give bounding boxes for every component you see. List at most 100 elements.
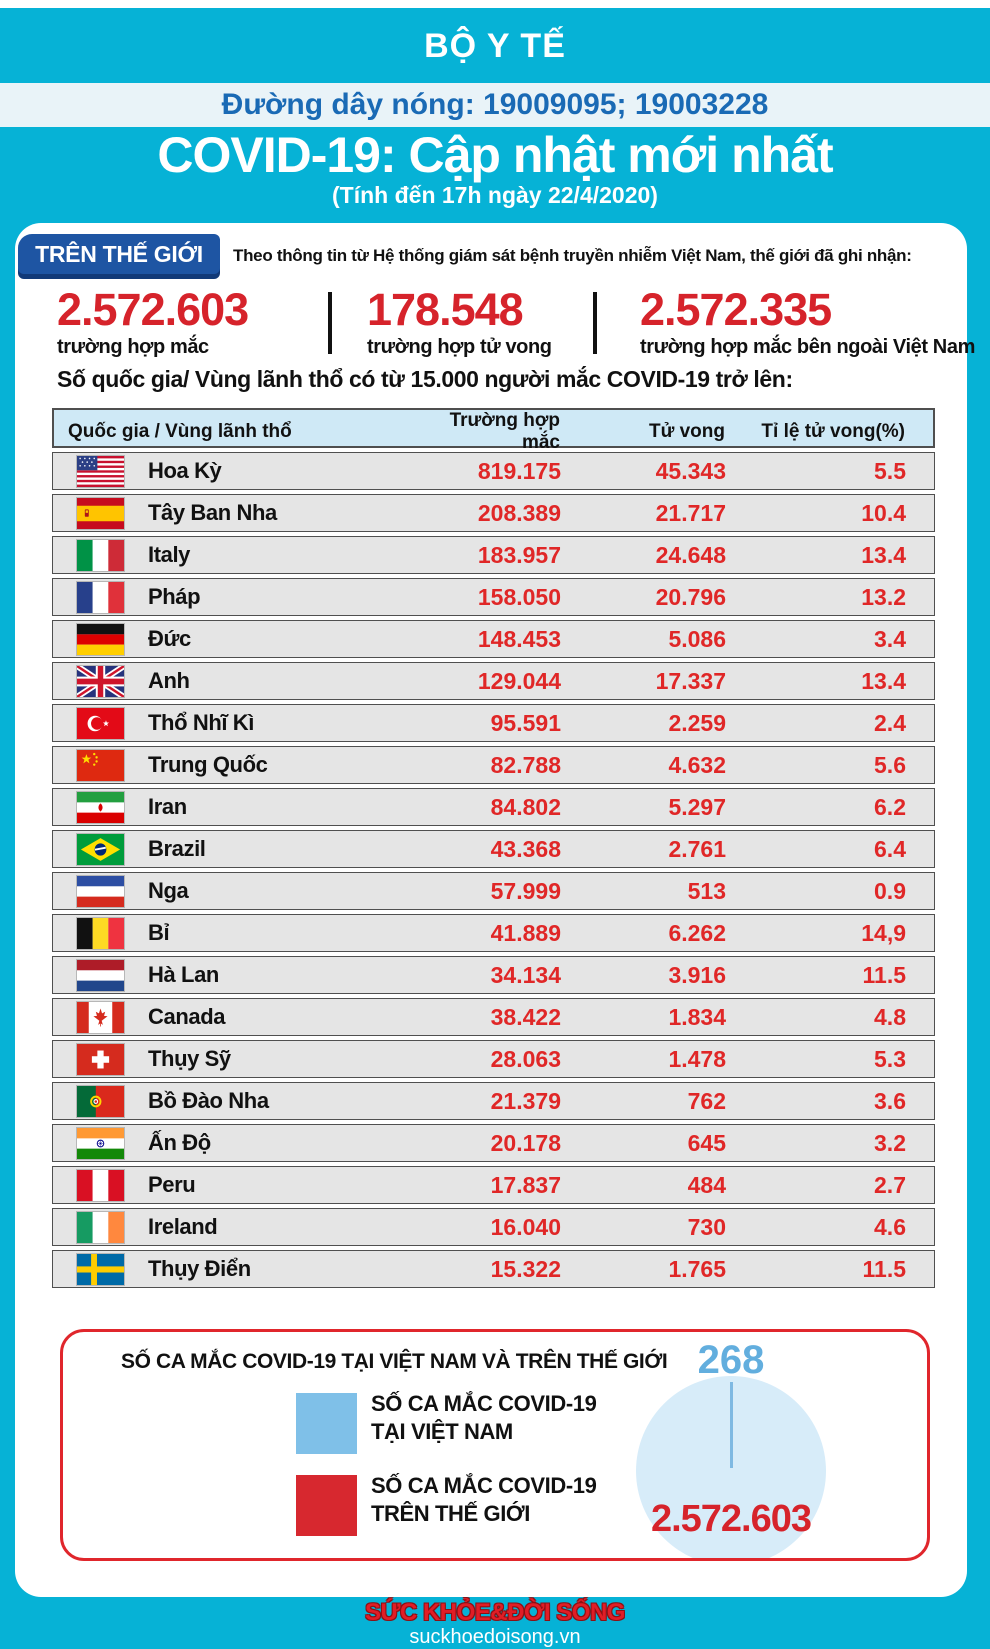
country-name: Thổ Nhĩ Kì: [148, 710, 254, 735]
world-value-label: 2.572.603: [650, 1498, 812, 1540]
deaths-value: 1.834: [668, 1003, 726, 1030]
column-header-rate: Tỉ lệ tử vong(%): [761, 421, 905, 442]
cases-value: 148.453: [477, 625, 561, 652]
cases-value: 95.591: [490, 709, 561, 736]
country-name: Trung Quốc: [148, 752, 268, 777]
hotline-text: Đường dây nóng: 19009095; 19003228: [221, 88, 769, 121]
flag-de-icon: [53, 623, 148, 655]
rate-value: 14,9: [861, 919, 906, 946]
rate-value: 11.5: [862, 1255, 907, 1282]
cases-value: 15.322: [490, 1255, 561, 1282]
table-caption: Số quốc gia/ Vùng lãnh thổ có từ 15.000 …: [57, 366, 793, 392]
deaths-value: 21.717: [655, 499, 726, 526]
hotline-bar: [0, 83, 990, 127]
table-row: Bồ Đào Nha 21.379 762 3.6: [52, 1082, 935, 1120]
rate-value: 13.4: [861, 667, 906, 694]
publisher-website: suckhoedoisong.vn: [409, 1626, 581, 1648]
stat-block: 2.572.603 trường hợp mắc: [57, 286, 249, 359]
table-row: Italy 183.957 24.648 13.4: [52, 536, 935, 574]
flag-pt-icon: [53, 1085, 148, 1117]
table-row: Iran 84.802 5.297 6.2: [52, 788, 935, 826]
cases-value: 20.178: [490, 1129, 561, 1156]
flag-se-icon: [53, 1253, 148, 1285]
cases-value: 208.389: [477, 499, 561, 526]
cases-value: 41.889: [490, 919, 561, 946]
flag-nl-icon: [53, 959, 148, 991]
flag-ca-icon: [53, 1001, 148, 1033]
flag-in-icon: [53, 1127, 148, 1159]
country-name: Thụy Điển: [148, 1256, 251, 1281]
top-white-strip: [0, 0, 990, 8]
column-header-cases: Trường hợp mắc: [449, 410, 560, 453]
deaths-value: 17.337: [655, 667, 726, 694]
table-row: Canada 38.422 1.834 4.8: [52, 998, 935, 1036]
table-row: Ấn Độ 20.178 645 3.2: [52, 1124, 935, 1162]
stat-value: 178.548: [367, 284, 524, 335]
table-row: Đức 148.453 5.086 3.4: [52, 620, 935, 658]
legend-label-line1: SỐ CA MẮC COVID-19: [371, 1391, 597, 1416]
legend-swatch: [296, 1475, 357, 1536]
rate-value: 5.3: [874, 1045, 906, 1072]
table-header-row: Quốc gia / Vùng lãnh thổ Trường hợp mắc Tử…: [52, 408, 935, 453]
legend-label-line1: SỐ CA MẮC COVID-19: [371, 1473, 597, 1498]
country-name: Hoa Kỳ: [148, 458, 222, 483]
rate-value: 4.6: [874, 1213, 906, 1240]
deaths-value: 762: [687, 1087, 726, 1114]
flag-es-icon: [53, 497, 148, 529]
country-name: Ireland: [148, 1214, 218, 1239]
chart-panel: SỐ CA MẮC COVID-19 TẠI VIỆT NAM VÀ TRÊN …: [60, 1329, 930, 1561]
deaths-value: 3.916: [668, 961, 726, 988]
rate-value: 10.4: [861, 499, 906, 526]
publisher-logo: SỨC KHỎE&ĐỜI SỐNG: [365, 1599, 625, 1626]
cases-value: 819.175: [477, 457, 561, 484]
chart-panel-inner: SỐ CA MẮC COVID-19 TẠI VIỆT NAM VÀ TRÊN …: [63, 1332, 927, 1558]
rate-value: 4.8: [874, 1003, 906, 1030]
deaths-value: 6.262: [668, 919, 726, 946]
cases-value: 84.802: [490, 793, 561, 820]
legend-label: SỐ CA MẮC COVID-19 TẠI VIỆT NAM: [371, 1390, 597, 1445]
country-name: Pháp: [148, 584, 201, 609]
rate-value: 0.9: [874, 877, 906, 904]
country-name: Canada: [148, 1004, 226, 1029]
legend-label-line2: TẠI VIỆT NAM: [371, 1418, 513, 1444]
flag-br-icon: [53, 833, 148, 865]
rate-value: 13.2: [861, 583, 906, 610]
country-name: Anh: [148, 668, 190, 693]
cases-value: 17.837: [490, 1171, 561, 1198]
table-row: Tây Ban Nha 208.389 21.717 10.4: [52, 494, 935, 532]
rate-value: 3.2: [874, 1129, 906, 1156]
table-row: Peru 17.837 484 2.7: [52, 1166, 935, 1204]
stat-value: 2.572.335: [640, 284, 832, 335]
country-name: Bồ Đào Nha: [148, 1088, 269, 1113]
country-name: Thụy Sỹ: [148, 1046, 231, 1071]
stat-label: trường hợp mắc bên ngoài Việt Nam: [640, 336, 975, 358]
deaths-value: 45.343: [655, 457, 726, 484]
table-row: Hoa Kỳ 819.175 45.343 5.5: [52, 452, 935, 490]
cases-value: 16.040: [490, 1213, 561, 1240]
rate-value: 3.4: [874, 625, 906, 652]
deaths-value: 5.086: [668, 625, 726, 652]
rate-value: 3.6: [874, 1087, 906, 1114]
flag-us-icon: [53, 455, 148, 487]
flag-cn-icon: [53, 749, 148, 781]
flag-ie-icon: [53, 1211, 148, 1243]
deaths-value: 5.297: [668, 793, 726, 820]
table-row: Anh 129.044 17.337 13.4: [52, 662, 935, 700]
country-name: Iran: [148, 794, 187, 819]
rate-value: 13.4: [861, 541, 906, 568]
table-row: Nga 57.999 513 0.9: [52, 872, 935, 910]
deaths-value: 730: [687, 1213, 726, 1240]
deaths-value: 484: [687, 1171, 726, 1198]
country-name: Đức: [148, 626, 191, 651]
stat-block: 2.572.335 trường hợp mắc bên ngoài Việt N…: [640, 286, 975, 359]
deaths-value: 24.648: [655, 541, 726, 568]
rate-value: 6.4: [874, 835, 906, 862]
cases-value: 158.050: [477, 583, 561, 610]
vietnam-value-label: 268: [697, 1338, 765, 1382]
cases-value: 57.999: [490, 877, 561, 904]
deaths-value: 4.632: [668, 751, 726, 778]
flag-ch-icon: [53, 1043, 148, 1075]
country-name: Italy: [148, 542, 191, 567]
country-name: Ấn Độ: [148, 1130, 211, 1155]
